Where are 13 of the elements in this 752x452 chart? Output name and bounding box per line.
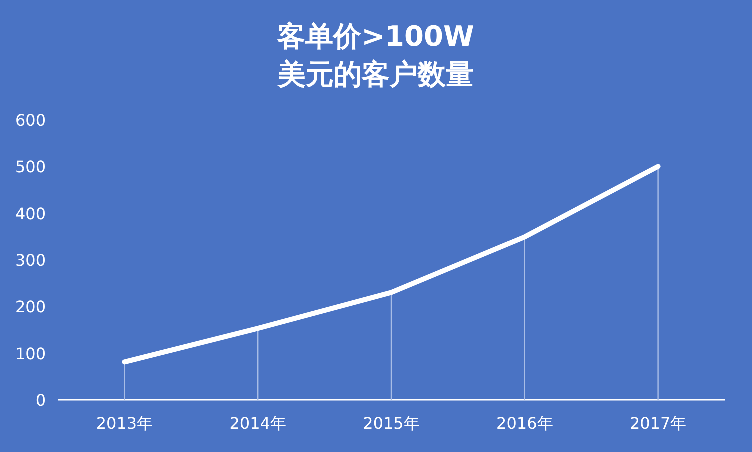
y-tick-label: 500	[15, 158, 46, 177]
y-tick-label: 0	[36, 391, 46, 410]
x-tick-label: 2017年	[630, 414, 687, 433]
x-tick-label: 2016年	[496, 414, 554, 433]
chart-title: 客单价>100W 美元的客户数量	[276, 20, 475, 91]
y-tick-label: 600	[15, 111, 46, 130]
y-tick-label: 400	[15, 204, 46, 224]
x-tick-label: 2014年	[230, 414, 286, 433]
y-tick-label: 200	[15, 298, 46, 317]
x-tick-label: 2013年	[96, 414, 154, 433]
y-tick-label: 300	[15, 251, 46, 270]
y-tick-label: 100	[15, 344, 46, 364]
x-tick-label: 2015年	[363, 414, 420, 433]
